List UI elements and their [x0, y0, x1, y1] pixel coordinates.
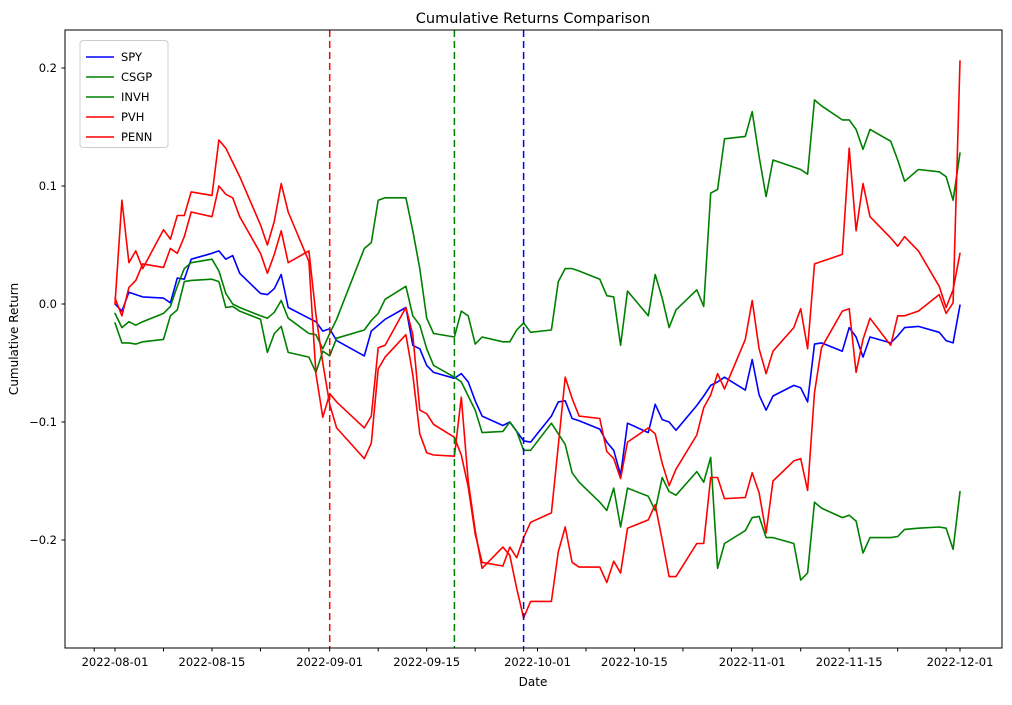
series-line-csgp [114, 99, 961, 350]
legend-label-penn: PENN [121, 130, 152, 144]
series-line-penn [114, 139, 961, 567]
x-tick-label-2022-12-01: 2022-12-01 [927, 655, 994, 669]
y-axis-label: Cumulative Return [7, 283, 21, 395]
plot-area [65, 30, 1002, 648]
y-tick-label--0.2: −0.2 [29, 533, 57, 547]
legend-item-penn: PENN [86, 130, 152, 144]
axes-border [64, 29, 1003, 649]
legend-label-csgp: CSGP [121, 70, 152, 84]
x-axis-label: Date [519, 675, 548, 689]
x-tick-label-2022-09-01: 2022-09-01 [296, 655, 363, 669]
chart-title: Cumulative Returns Comparison [416, 11, 650, 27]
y-tick-label-0.1: 0.1 [39, 179, 57, 193]
x-tick-label-2022-08-01: 2022-08-01 [82, 655, 149, 669]
legend-item-pvh: PVH [86, 110, 144, 124]
legend-label-spy: SPY [121, 50, 143, 64]
x-tick-label-2022-08-15: 2022-08-15 [179, 655, 246, 669]
legend-item-spy: SPY [86, 50, 143, 64]
series-lines [114, 60, 961, 619]
x-tick-label-2022-11-15: 2022-11-15 [816, 655, 883, 669]
y-tick-label-0.2: 0.2 [39, 61, 57, 75]
x-tick-label-2022-09-15: 2022-09-15 [393, 655, 460, 669]
x-tick-label-2022-10-15: 2022-10-15 [601, 655, 668, 669]
legend-label-invh: INVH [121, 90, 150, 104]
y-tick-label--0.1: −0.1 [29, 415, 57, 429]
legend-box [79, 40, 169, 148]
series-line-spy [114, 250, 961, 476]
legend-item-csgp: CSGP [86, 70, 152, 84]
y-axis-ticks: −0.2 −0.1 0.0 0.1 0.2 [29, 61, 65, 547]
series-line-invh [114, 278, 961, 581]
series-line-pvh [114, 60, 961, 619]
legend: SPY CSGP INVH PVH PENN [79, 40, 169, 148]
legend-item-invh: INVH [86, 90, 150, 104]
x-tick-label-2022-10-01: 2022-10-01 [504, 655, 571, 669]
legend-label-pvh: PVH [121, 110, 144, 124]
event-vlines [328, 30, 525, 648]
x-axis-ticks: 2022-08-01 2022-08-15 2022-09-01 2022-09-15… [82, 648, 994, 669]
y-tick-label-0: 0.0 [39, 297, 57, 311]
x-tick-label-2022-11-01: 2022-11-01 [719, 655, 786, 669]
